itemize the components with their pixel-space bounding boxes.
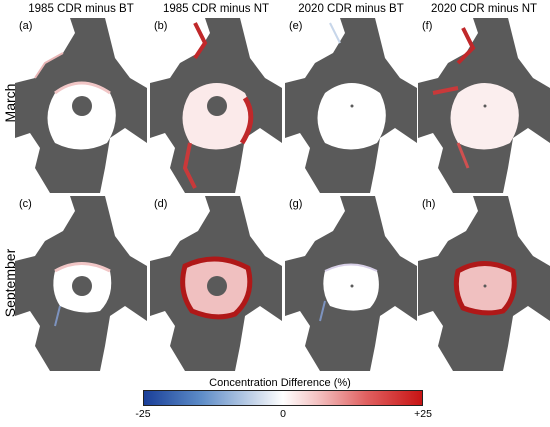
colorbar-tick-zero: 0 [280,408,286,420]
map-panel-f: (f) [418,18,550,193]
column-title-1985-bt: 1985 CDR minus BT [28,3,134,15]
map-panel-e: (e) [285,18,417,193]
map-panel-g: (g) [285,196,417,371]
arctic-map [15,196,147,371]
panel-label-e: (e) [289,20,303,32]
colorbar-tick-min: -25 [135,408,151,420]
panel-label-b: (b) [154,20,168,32]
map-panel-d: (d) [150,196,282,371]
arctic-map [418,18,550,193]
column-title-2020-nt: 2020 CDR minus NT [430,3,538,15]
arctic-map [285,18,417,193]
column-title-2020-bt: 2020 CDR minus BT [298,3,404,15]
colorbar [143,390,423,406]
arctic-map [418,196,550,371]
arctic-map [285,196,417,371]
panel-label-d: (d) [154,198,168,210]
map-panel-b: (b) [150,18,282,193]
column-title-1985-nt: 1985 CDR minus NT [162,3,270,15]
map-panel-h: (h) [418,196,550,371]
panel-label-a: (a) [19,20,33,32]
colorbar-title: Concentration Difference (%) [209,377,351,389]
panel-label-h: (h) [422,198,436,210]
arctic-map [150,196,282,371]
colorbar-tick-max: +25 [414,408,432,420]
panel-label-g: (g) [289,198,303,210]
arctic-map [150,18,282,193]
panel-label-f: (f) [422,20,433,32]
panel-label-c: (c) [19,198,32,210]
map-panel-a: (a) [15,18,147,193]
map-panel-c: (c) [15,196,147,371]
arctic-map [15,18,147,193]
